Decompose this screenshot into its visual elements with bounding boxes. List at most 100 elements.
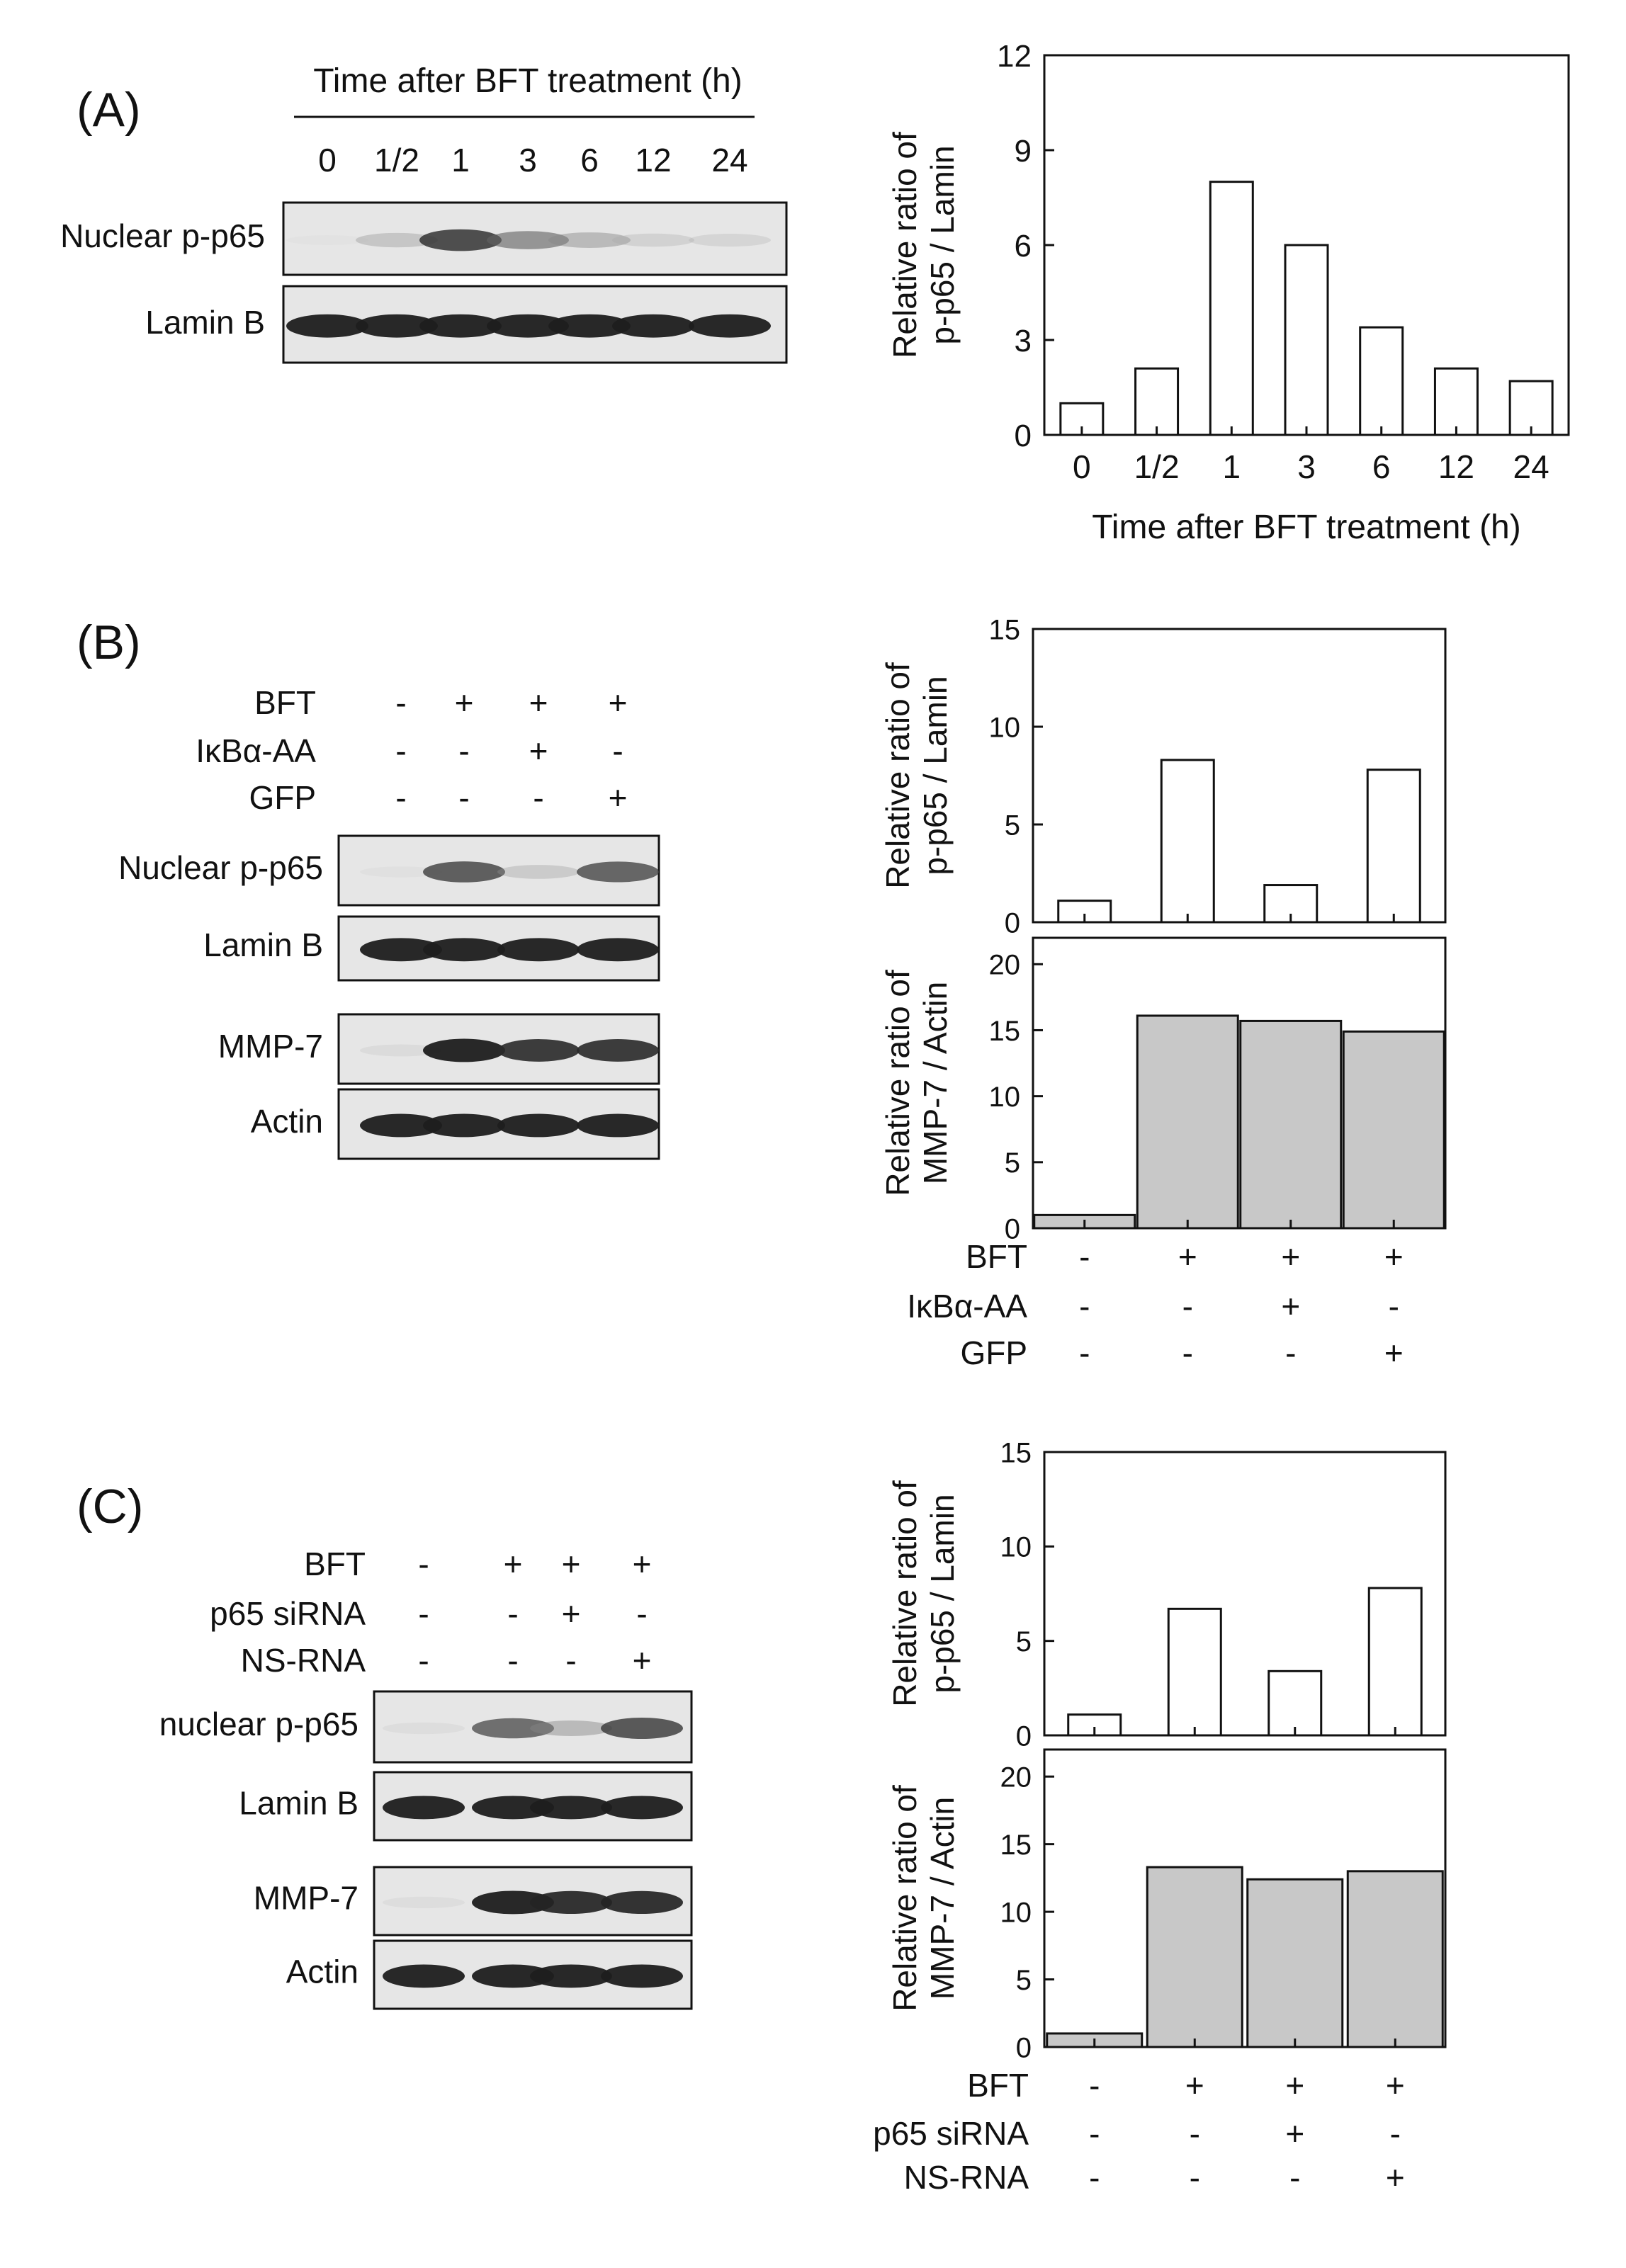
condition-sign: - bbox=[418, 1546, 429, 1582]
condition-sign: + bbox=[455, 684, 474, 721]
y-tick-label: 0 bbox=[1016, 2032, 1032, 2063]
blot-band-lane-1 bbox=[360, 938, 442, 962]
blot-band-lane-2 bbox=[423, 861, 505, 883]
blot-band-lane-3 bbox=[419, 314, 502, 338]
blot-band-lane-4 bbox=[601, 1964, 683, 1988]
condition-sign: - bbox=[1389, 1288, 1399, 1325]
condition-sign: - bbox=[1089, 2115, 1100, 2152]
condition-label-p65-sirna: p65 siRNA bbox=[873, 2115, 1029, 2152]
blot-band-lane-4 bbox=[487, 231, 569, 249]
blot-band-lane-1 bbox=[286, 314, 368, 338]
bar-4 bbox=[1366, 769, 1421, 924]
y-axis-label-line: p-p65 / Lamin bbox=[917, 676, 954, 875]
bar-2 bbox=[1134, 367, 1180, 436]
blot-band-lane-3 bbox=[497, 865, 580, 879]
condition-sign: - bbox=[395, 732, 406, 769]
chart-c-top: 0 5 10 15 Relative ratio ofp-p65 / Lamin bbox=[886, 1437, 1447, 1752]
blot-band-lane-3 bbox=[497, 1113, 580, 1138]
condition-sign: - bbox=[1079, 1334, 1090, 1371]
x-axis-label: Time after BFT treatment (h) bbox=[1092, 509, 1520, 546]
bar-2 bbox=[1136, 1014, 1239, 1230]
y-tick-label: 20 bbox=[989, 950, 1021, 981]
y-axis-label: Relative ratio ofMMP-7 / Actin bbox=[879, 970, 954, 1196]
blot-row-label: Lamin B bbox=[145, 304, 265, 341]
panel-label-c: (C) bbox=[77, 1480, 143, 1533]
x-tick-label: 1/2 bbox=[1134, 448, 1180, 485]
condition-sign: - bbox=[1079, 1288, 1090, 1325]
blot-row-label: Lamin B bbox=[203, 926, 323, 963]
y-tick-label: 10 bbox=[1000, 1532, 1032, 1563]
bar-2 bbox=[1167, 1607, 1222, 1737]
y-tick-label: 6 bbox=[1015, 229, 1032, 263]
y-tick-label: 15 bbox=[989, 614, 1021, 645]
condition-sign: + bbox=[504, 1546, 523, 1582]
y-axis-label: Relative ratio ofp-p65 / Lamin bbox=[886, 132, 961, 358]
blot-band-lane-3 bbox=[530, 1890, 612, 1915]
y-tick-label: 5 bbox=[1005, 810, 1020, 841]
y-tick-label: 3 bbox=[1015, 324, 1032, 358]
condition-sign: + bbox=[609, 779, 628, 816]
chart-c-bottom: 0 5 10 15 20 Relative ratio ofMMP-7 / Actin BF… bbox=[873, 1748, 1447, 2196]
y-tick-label: 9 bbox=[1015, 134, 1032, 169]
bar-4 bbox=[1284, 244, 1329, 436]
blot-band-lane-1 bbox=[360, 866, 442, 878]
y-tick-label: 5 bbox=[1005, 1147, 1020, 1179]
condition-label-ns-rna: NS-RNA bbox=[904, 2159, 1029, 2196]
condition-label-bft: BFT bbox=[254, 684, 316, 721]
y-axis-label: Relative ratio ofp-p65 / Lamin bbox=[879, 662, 954, 889]
blot-row-nuclear-p-p65: nuclear p-p65 bbox=[159, 1690, 693, 1764]
condition-label-i-b-aa: IκBα-AA bbox=[907, 1288, 1027, 1325]
condition-sign: - bbox=[1089, 2067, 1100, 2104]
x-tick-label: 3 bbox=[1297, 448, 1316, 485]
blot-row-nuclear-p-p65: Nuclear p-p65 bbox=[118, 834, 660, 907]
condition-sign: - bbox=[458, 732, 469, 769]
chart-frame bbox=[1032, 628, 1447, 924]
x-tick-label: 0 bbox=[1073, 448, 1091, 485]
y-tick-label: 15 bbox=[1000, 1830, 1032, 1861]
y-axis-label-line: Relative ratio of bbox=[886, 1785, 923, 2012]
blot-band-lane-1 bbox=[286, 235, 368, 245]
blot-row-label: Actin bbox=[286, 1954, 358, 1990]
y-axis-label-line: Relative ratio of bbox=[879, 662, 916, 889]
blot-band-lane-1 bbox=[360, 1113, 442, 1138]
condition-sign: - bbox=[1289, 2159, 1300, 2196]
condition-sign: + bbox=[1384, 1334, 1404, 1371]
condition-label-i-b-aa: IκBα-AA bbox=[196, 732, 316, 769]
condition-sign: + bbox=[633, 1642, 652, 1679]
blot-band-lane-4 bbox=[577, 1113, 659, 1138]
condition-sign: + bbox=[562, 1595, 581, 1632]
blot-band-lane-2 bbox=[472, 1890, 554, 1915]
bar-4 bbox=[1346, 1870, 1444, 2048]
blot-band-lane-3 bbox=[497, 1039, 580, 1062]
panel-label-b: (B) bbox=[77, 616, 141, 669]
x-tick-label: 12 bbox=[1438, 448, 1474, 485]
blot-band-lane-4 bbox=[601, 1890, 683, 1915]
x-tick-label: 24 bbox=[1513, 448, 1549, 485]
condition-sign: - bbox=[1190, 2159, 1200, 2196]
y-axis-label-line: MMP-7 / Actin bbox=[924, 1797, 961, 2000]
western-blots-layer: (A) (B) (C) Time after BFT treatment (h) 0 1/… bbox=[60, 62, 788, 2010]
y-axis-label: Relative ratio ofp-p65 / Lamin bbox=[886, 1480, 961, 1707]
blot-band-lane-6 bbox=[612, 233, 694, 247]
condition-sign: - bbox=[612, 732, 623, 769]
blot-band-lane-2 bbox=[356, 232, 438, 248]
blot-band-lane-1 bbox=[360, 1044, 442, 1057]
chart-b-top: 0 5 10 15 Relative ratio ofp-p65 / Lamin bbox=[879, 614, 1447, 939]
blot-row-mmp-7: MMP-7 bbox=[218, 1013, 660, 1085]
condition-sign: - bbox=[1390, 2115, 1401, 2152]
chart-b-bottom: 0 5 10 15 20 Relative ratio ofMMP-7 / Actin BF… bbox=[879, 936, 1447, 1371]
condition-label-gfp: GFP bbox=[249, 779, 316, 816]
y-tick-label: 12 bbox=[997, 39, 1032, 74]
condition-sign: + bbox=[1386, 2159, 1405, 2196]
blot-band-lane-3 bbox=[497, 938, 580, 962]
blot-row-label: MMP-7 bbox=[218, 1028, 323, 1065]
blot-band-lane-5 bbox=[548, 232, 631, 248]
condition-label-p65-sirna: p65 siRNA bbox=[210, 1595, 366, 1632]
blot-band-lane-7 bbox=[689, 233, 771, 247]
blot-band-lane-5 bbox=[548, 314, 631, 338]
y-axis-label: Relative ratio ofMMP-7 / Actin bbox=[886, 1785, 961, 2012]
blot-row-mmp-7: MMP-7 bbox=[254, 1866, 693, 1937]
x-tick-label: 1 bbox=[1222, 448, 1241, 485]
condition-sign: + bbox=[1178, 1238, 1197, 1275]
